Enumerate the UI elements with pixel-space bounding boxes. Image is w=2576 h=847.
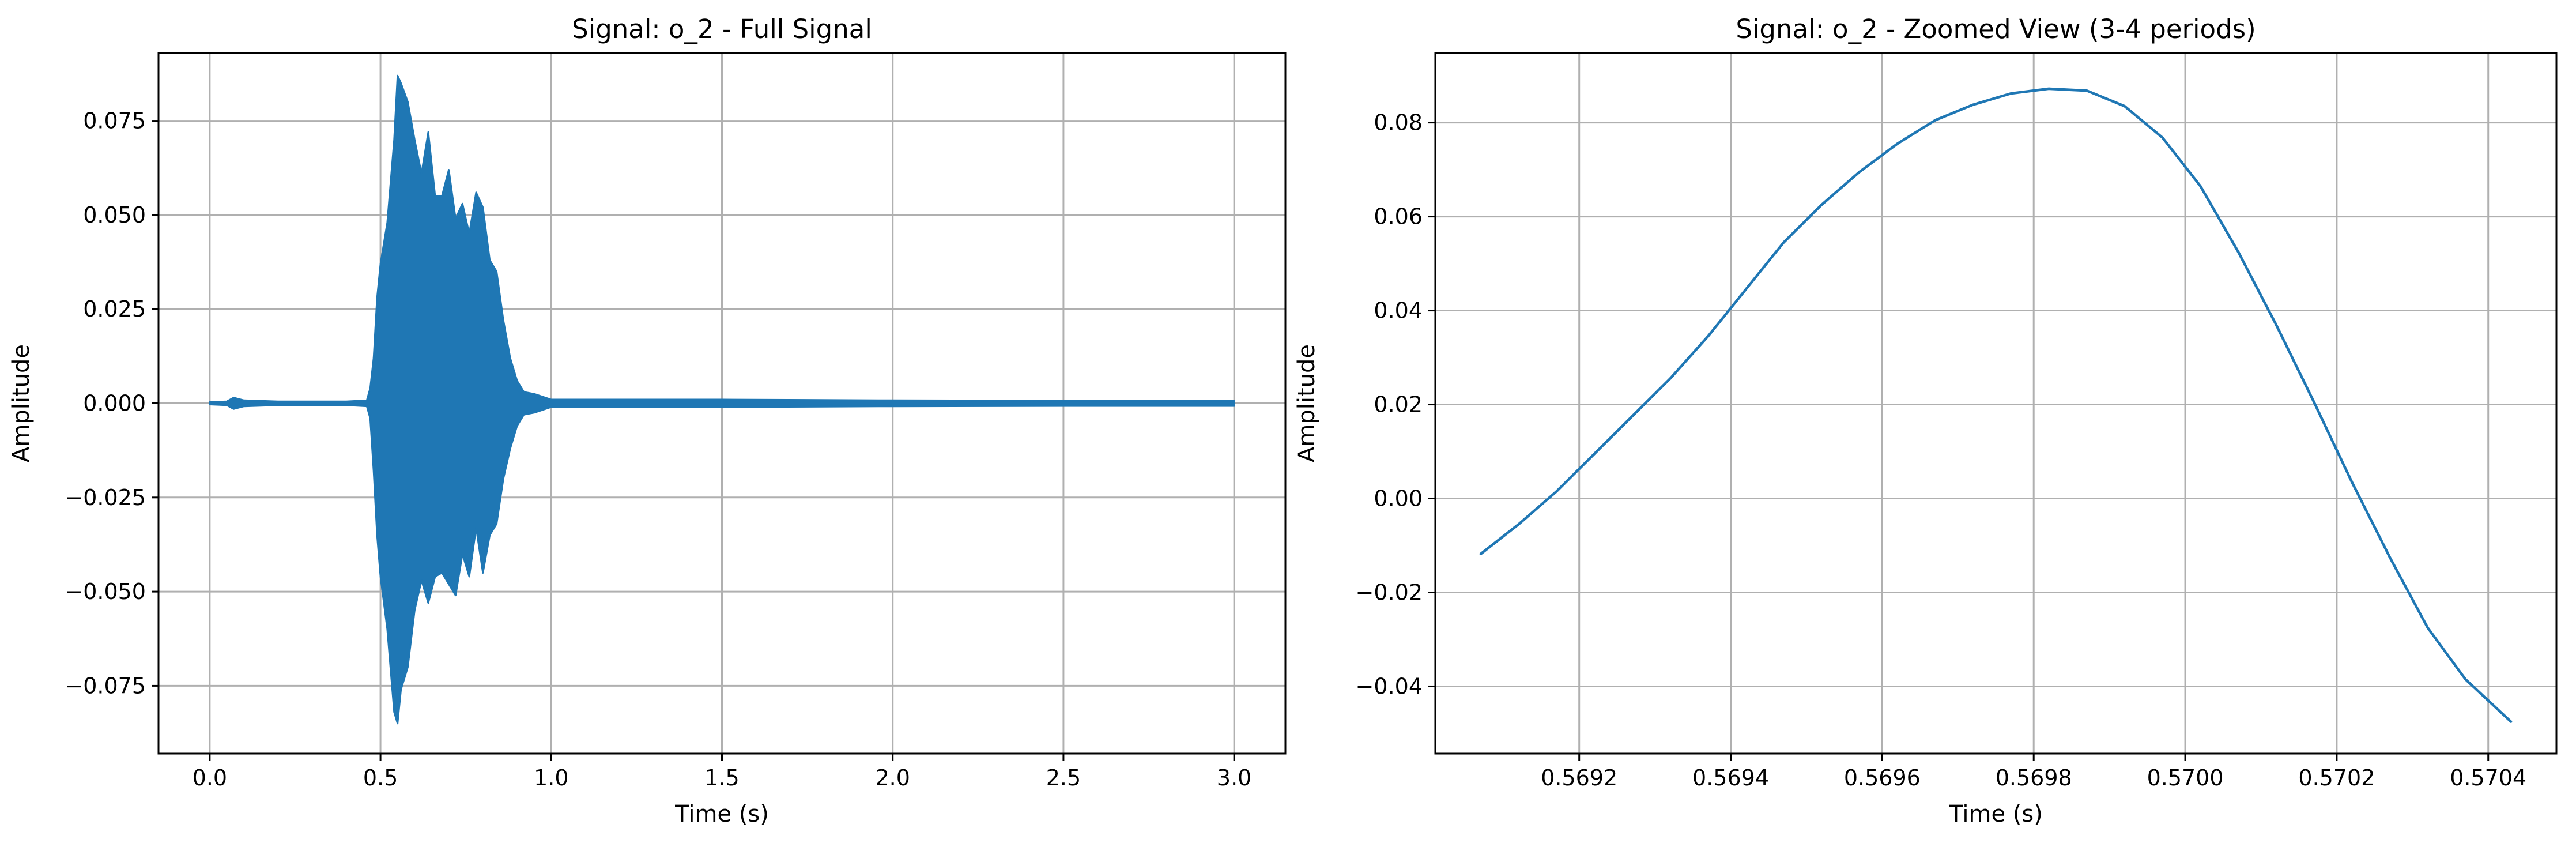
zoomed-view-x-tick-label: 0.5698 (1996, 765, 2072, 790)
full-signal-y-tick-label: −0.075 (65, 673, 146, 698)
zoomed-view-y-tick-label: 0.06 (1374, 204, 1423, 229)
full-signal-y-tick-label: 0.075 (83, 108, 146, 134)
zoomed-view-x-tick-label: 0.5702 (2298, 765, 2375, 790)
zoomed-view-plot-frame (1434, 52, 2558, 755)
full-signal-title: Signal: o_2 - Full Signal (572, 14, 872, 44)
zoomed-view-y-tick-label: −0.02 (1356, 579, 1423, 605)
full-signal-waveform-fill (209, 74, 1235, 725)
zoomed-view-y-tick-label: 0.00 (1374, 486, 1423, 511)
zoomed-view-ticks: 0.5692 0.5694 0.5696 0.5698 0.5700 0.5702 0.57… (1356, 110, 2527, 790)
full-signal-ticks: 0.0 0.5 1.0 1.5 2.0 2.5 3.0 −0.075 −0.050 −0.025 0… (65, 108, 1251, 790)
full-signal-y-tick-label: 0.025 (83, 296, 146, 322)
zoomed-view-x-tick-label: 0.5692 (1541, 765, 1617, 790)
zoomed-view-y-axis-label: Amplitude (1293, 344, 1320, 462)
full-signal-y-tick-label: −0.050 (65, 579, 146, 604)
zoomed-view-y-tick-label: −0.04 (1356, 673, 1423, 699)
zoomed-view-waveform-line (1479, 87, 2513, 723)
full-signal-y-tick-label: 0.000 (83, 391, 146, 416)
full-signal-x-tick-label: 0.0 (193, 765, 227, 790)
full-signal-panel: 0.0 0.5 1.0 1.5 2.0 2.5 3.0 −0.075 −0.050 −0.025 0… (8, 14, 1287, 827)
zoomed-view-panel: 0.5692 0.5694 0.5696 0.5698 0.5700 0.5702 0.57… (1293, 14, 2558, 827)
full-signal-y-tick-label: −0.025 (65, 485, 146, 510)
full-signal-x-tick-label: 0.5 (363, 765, 398, 790)
full-signal-y-tick-label: 0.050 (83, 202, 146, 228)
zoomed-view-y-tick-label: 0.02 (1374, 392, 1423, 417)
zoomed-view-x-axis-label: Time (s) (1948, 801, 2043, 827)
zoomed-view-title: Signal: o_2 - Zoomed View (3-4 periods) (1736, 14, 2256, 44)
full-signal-x-tick-label: 3.0 (1217, 765, 1251, 790)
full-signal-x-tick-label: 2.0 (875, 765, 910, 790)
full-signal-y-axis-label: Amplitude (8, 344, 35, 462)
zoomed-view-y-tick-label: 0.04 (1374, 298, 1423, 323)
full-signal-x-tick-label: 1.0 (534, 765, 568, 790)
zoomed-view-x-tick-label: 0.5700 (2147, 765, 2224, 790)
full-signal-x-axis-label: Time (s) (674, 801, 769, 827)
zoomed-view-grid (1435, 53, 2556, 754)
full-signal-x-tick-label: 1.5 (704, 765, 739, 790)
zoomed-view-x-tick-label: 0.5694 (1692, 765, 1769, 790)
zoomed-view-y-tick-label: 0.08 (1374, 110, 1423, 135)
full-signal-x-tick-label: 2.5 (1046, 765, 1081, 790)
zoomed-view-x-tick-label: 0.5704 (2450, 765, 2526, 790)
zoomed-view-x-tick-label: 0.5696 (1844, 765, 1921, 790)
